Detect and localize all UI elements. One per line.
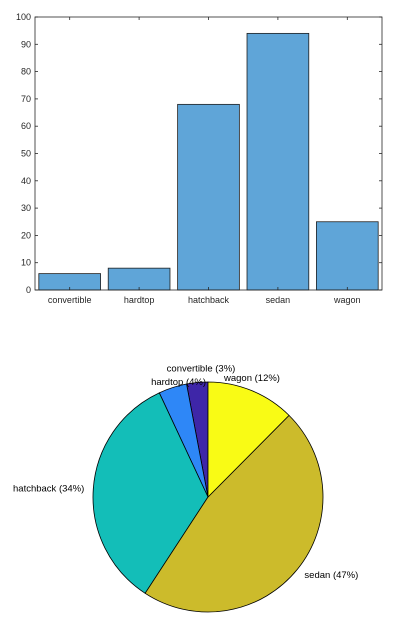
slice-label-wagon: wagon (12%) [223, 373, 280, 384]
pie-chart: convertible (3%) hardtop (4%) hatchback (3… [13, 364, 358, 613]
slice-label-convertible: convertible (3%) [167, 364, 236, 375]
bar-hardtop [107, 267, 171, 291]
bar-sedan [246, 32, 310, 291]
bar-chart: 0 10 20 30 40 50 60 70 80 90 100 convertible hardtop… [16, 12, 383, 305]
x-tick-label: hardtop [124, 295, 155, 305]
y-tick-label: 90 [21, 39, 31, 49]
y-tick-label: 0 [26, 285, 31, 295]
y-tick-label: 20 [21, 230, 31, 240]
x-tick-label: wagon [333, 295, 361, 305]
x-tick-label: sedan [266, 295, 291, 305]
x-tick-label: hatchback [188, 295, 230, 305]
slice-hatchback [92, 392, 209, 594]
slice-wagon [207, 381, 290, 498]
x-tick-label: convertible [48, 295, 92, 305]
slice-label-hatchback: hatchback (34%) [13, 483, 84, 494]
y-tick-label: 70 [21, 94, 31, 104]
slice-label-sedan: sedan (47%) [304, 570, 358, 581]
bar-hatchback [177, 103, 240, 291]
slice-label-hardtop: hardtop (4%) [151, 377, 206, 388]
slice-sedan [144, 414, 324, 613]
bar-wagon [316, 221, 379, 291]
y-tick-label: 60 [21, 121, 31, 131]
y-tick-label: 30 [21, 203, 31, 213]
y-tick-label: 40 [21, 176, 31, 186]
y-tick-label: 50 [21, 149, 31, 159]
y-tick-label: 80 [21, 67, 31, 77]
y-tick-label: 10 [21, 258, 31, 268]
y-tick-label: 100 [16, 12, 31, 22]
